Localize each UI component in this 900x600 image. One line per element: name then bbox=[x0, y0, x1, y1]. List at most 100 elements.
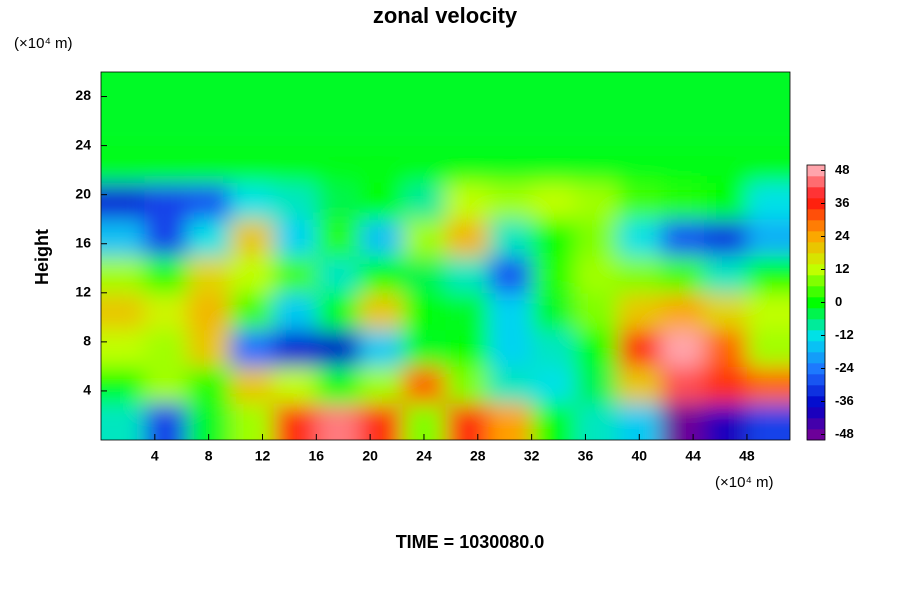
field-cell bbox=[101, 403, 145, 440]
field-cell bbox=[703, 403, 748, 440]
colorbar-tick-label: 12 bbox=[835, 261, 849, 276]
field-cell bbox=[187, 403, 231, 440]
field-cell bbox=[230, 329, 274, 367]
colorbar-band bbox=[807, 352, 825, 364]
field-cell bbox=[703, 219, 748, 257]
field-cell bbox=[703, 145, 748, 183]
field-cell bbox=[660, 145, 705, 183]
field-cell bbox=[531, 182, 576, 220]
field-cell bbox=[746, 145, 790, 183]
colorbar-band bbox=[807, 374, 825, 386]
field-cell bbox=[316, 145, 360, 183]
x-tick-label: 8 bbox=[205, 448, 213, 464]
field-cell bbox=[230, 366, 274, 404]
field-cell bbox=[574, 219, 619, 257]
y-tick-label: 20 bbox=[75, 185, 91, 201]
field-cell bbox=[316, 182, 360, 220]
colorbar-band bbox=[807, 176, 825, 188]
colorbar-band bbox=[807, 341, 825, 353]
colorbar-tick-label: -48 bbox=[835, 426, 854, 441]
colorbar-band bbox=[807, 209, 825, 221]
time-annotation: TIME = 1030080.0 bbox=[396, 532, 545, 552]
x-tick-label: 48 bbox=[739, 448, 755, 464]
field-cell bbox=[703, 292, 748, 331]
field-cell bbox=[273, 108, 317, 147]
field-cell bbox=[660, 108, 705, 147]
field-cell bbox=[359, 182, 403, 220]
field-cell bbox=[445, 108, 490, 147]
field-cell bbox=[617, 72, 662, 110]
field-cell bbox=[101, 219, 145, 257]
field-cell bbox=[660, 219, 705, 257]
field-cell bbox=[488, 403, 533, 440]
field-cell bbox=[359, 292, 403, 331]
field-cell bbox=[531, 219, 576, 257]
field-cell bbox=[402, 108, 446, 147]
colorbar-band bbox=[807, 308, 825, 320]
field-cell bbox=[316, 366, 360, 404]
field-cell bbox=[531, 108, 576, 147]
field-cell bbox=[273, 219, 317, 257]
field-cell bbox=[316, 72, 360, 110]
colorbar-band bbox=[807, 187, 825, 199]
x-tick-label: 36 bbox=[578, 448, 594, 464]
field-cell bbox=[531, 366, 576, 404]
colorbar-tick-label: 36 bbox=[835, 195, 849, 210]
field-cell bbox=[617, 182, 662, 220]
field-cell bbox=[359, 145, 403, 183]
field-cell bbox=[273, 403, 317, 440]
colorbar-band bbox=[807, 220, 825, 232]
field-cell bbox=[574, 292, 619, 331]
field-cell bbox=[703, 329, 748, 367]
field-cell bbox=[488, 329, 533, 367]
y-tick-label: 24 bbox=[75, 136, 91, 152]
colorbar-band bbox=[807, 275, 825, 287]
field-cell bbox=[445, 403, 490, 440]
field-cell bbox=[402, 219, 446, 257]
colorbar-band bbox=[807, 407, 825, 419]
field-cell bbox=[746, 108, 790, 147]
field-cell bbox=[488, 256, 533, 294]
colorbar-band bbox=[807, 253, 825, 265]
field-cell bbox=[488, 108, 533, 147]
field-cell bbox=[660, 366, 705, 404]
field-cell bbox=[402, 72, 446, 110]
field-cell bbox=[488, 145, 533, 183]
field bbox=[101, 72, 790, 440]
field-cell bbox=[316, 329, 360, 367]
y-axis-label: Height bbox=[32, 229, 52, 285]
field-cell bbox=[488, 182, 533, 220]
field-cell bbox=[187, 329, 231, 367]
field-cell bbox=[531, 329, 576, 367]
field-cell bbox=[531, 292, 576, 331]
field-cell bbox=[574, 256, 619, 294]
field-cell bbox=[445, 366, 490, 404]
field-cell bbox=[273, 292, 317, 331]
field-cell bbox=[101, 72, 145, 110]
field-cell bbox=[402, 366, 446, 404]
field-cell bbox=[144, 72, 188, 110]
field-cell bbox=[660, 256, 705, 294]
field-cell bbox=[359, 366, 403, 404]
field-cell bbox=[617, 108, 662, 147]
field-cell bbox=[617, 366, 662, 404]
field-cell bbox=[230, 145, 274, 183]
field-cell bbox=[359, 108, 403, 147]
colorbar-tick-label: 24 bbox=[835, 228, 850, 243]
field-cell bbox=[703, 256, 748, 294]
field-cell bbox=[531, 145, 576, 183]
field-cell bbox=[101, 366, 145, 404]
colorbar-band bbox=[807, 319, 825, 331]
field-cell bbox=[187, 145, 231, 183]
colorbar-band bbox=[807, 231, 825, 243]
y-tick-label: 8 bbox=[83, 333, 91, 349]
field-cell bbox=[746, 292, 790, 331]
field-cell bbox=[617, 403, 662, 440]
field-cell bbox=[144, 329, 188, 367]
colorbar-band bbox=[807, 363, 825, 375]
x-tick-label: 20 bbox=[362, 448, 378, 464]
field-cell bbox=[402, 292, 446, 331]
field-cell bbox=[144, 108, 188, 147]
field-cell bbox=[703, 108, 748, 147]
field-cell bbox=[488, 72, 533, 110]
